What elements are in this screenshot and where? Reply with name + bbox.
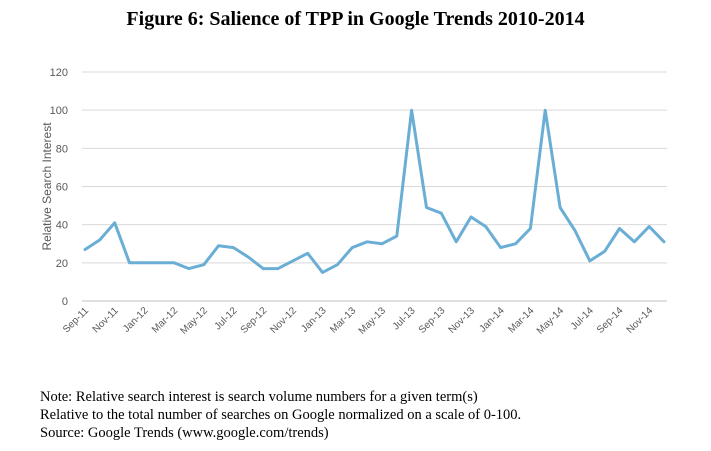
x-tick-label-jan-14: Jan-14 [477, 305, 507, 335]
series-line-tpp [83, 108, 666, 274]
y-tick-label-40: 40 [56, 220, 68, 232]
x-tick-label-sep-14: Sep-14 [595, 305, 626, 336]
x-tick-label-sep-13: Sep-13 [417, 305, 448, 336]
x-tick-label-mar-12: Mar-12 [150, 305, 180, 335]
x-tick-label-jul-12: Jul-12 [213, 305, 240, 332]
y-tick-label-20: 20 [56, 258, 68, 270]
y-tick-label-100: 100 [50, 105, 68, 117]
y-tick-label-120: 120 [50, 67, 68, 79]
y-tick-label-60: 60 [56, 182, 68, 194]
y-axis-label: Relative Search Interest [40, 122, 54, 251]
note-line-2: Relative to the total number of searches… [40, 407, 522, 423]
x-tick-label-may-13: May-13 [357, 305, 389, 337]
x-tick-label-nov-14: Nov-14 [625, 305, 656, 336]
x-tick-label-nov-11: Nov-11 [91, 305, 121, 335]
x-tick-label-sep-12: Sep-12 [239, 305, 270, 336]
x-tick-label-jan-12: Jan-12 [121, 305, 151, 335]
chart-title: Figure 6: Salience of TPP in Google Tren… [126, 8, 585, 30]
x-tick-label-nov-13: Nov-13 [447, 305, 478, 336]
x-tick-label-mar-14: Mar-14 [506, 305, 536, 335]
x-tick-label-jul-13: Jul-13 [391, 305, 418, 332]
x-tick-label-mar-13: Mar-13 [328, 305, 358, 335]
y-tick-label-0: 0 [62, 296, 68, 308]
x-tick-label-jan-13: Jan-13 [299, 305, 329, 335]
y-tick-label-80: 80 [56, 143, 68, 155]
x-tick-label-sep-11: Sep-11 [61, 305, 91, 335]
x-tick-label-may-12: May-12 [179, 305, 211, 337]
note-line-3: Source: Google Trends (www.google.com/tr… [40, 425, 329, 441]
x-tick-label-jul-14: Jul-14 [569, 305, 596, 332]
line-chart: 0 20 40 60 80 100 120 Relative Search Interest S… [40, 67, 667, 337]
x-tick-label-may-14: May-14 [535, 305, 567, 337]
x-tick-label-nov-12: Nov-12 [268, 305, 299, 336]
note-line-1: Note: Relative search interest is search… [40, 389, 478, 405]
chart-notes: Note: Relative search interest is search… [40, 388, 521, 442]
